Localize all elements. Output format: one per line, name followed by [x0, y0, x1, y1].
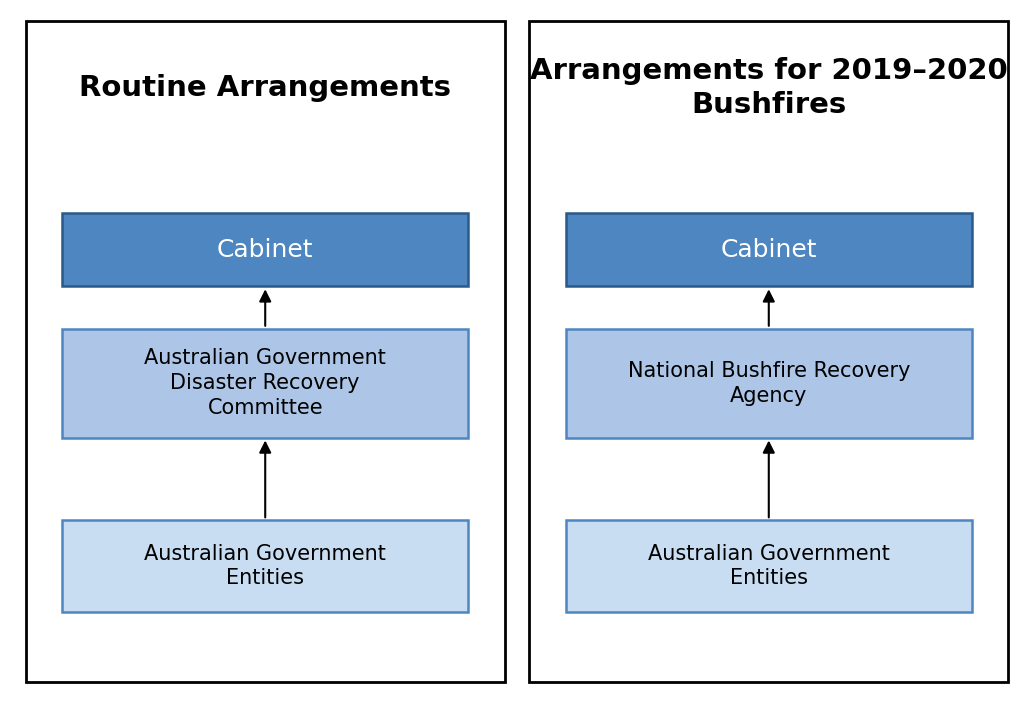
Bar: [62, 520, 468, 612]
Bar: [26, 21, 505, 682]
Text: Australian Government
Entities: Australian Government Entities: [648, 543, 889, 588]
Text: Cabinet: Cabinet: [217, 238, 313, 262]
Bar: [566, 212, 972, 287]
Text: National Bushfire Recovery
Agency: National Bushfire Recovery Agency: [628, 361, 910, 406]
Bar: [529, 21, 1008, 682]
Bar: [62, 212, 468, 287]
Text: Routine Arrangements: Routine Arrangements: [80, 74, 451, 102]
Text: Arrangements for 2019–2020
Bushfires: Arrangements for 2019–2020 Bushfires: [529, 57, 1008, 119]
Text: Cabinet: Cabinet: [721, 238, 817, 262]
Text: Australian Government
Entities: Australian Government Entities: [145, 543, 386, 588]
Bar: [566, 329, 972, 437]
Text: Australian Government
Disaster Recovery
Committee: Australian Government Disaster Recovery …: [145, 348, 386, 418]
Bar: [62, 329, 468, 437]
Bar: [566, 520, 972, 612]
